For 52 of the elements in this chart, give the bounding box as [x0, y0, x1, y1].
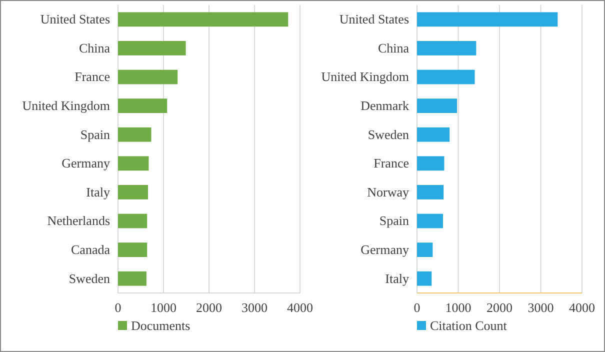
y-tick-label: China	[378, 40, 410, 56]
bar	[118, 98, 168, 113]
bar	[118, 271, 146, 286]
y-tick-label: Spain	[80, 126, 110, 142]
x-tick-label: 2000	[196, 300, 222, 316]
x-tick-label: 3000	[528, 300, 554, 316]
bar	[417, 185, 444, 200]
x-tick-label: 2000	[486, 300, 512, 316]
bar	[118, 41, 186, 56]
y-tick-label: Spain	[379, 213, 410, 228]
y-tick-label: United Kingdom	[22, 98, 110, 113]
bar	[118, 70, 178, 84]
y-tick-label: France	[374, 156, 410, 171]
x-tick-label: 0	[114, 300, 122, 316]
bar	[118, 156, 149, 171]
bar	[417, 242, 433, 257]
bar	[118, 214, 148, 228]
y-tick-label: Denmark	[360, 98, 410, 113]
x-tick-label: 4000	[569, 300, 595, 316]
y-tick-label: Sweden	[368, 126, 410, 142]
y-tick-label: United States	[40, 12, 110, 27]
bar	[118, 242, 148, 257]
bar	[417, 271, 432, 286]
bar	[118, 127, 152, 142]
y-tick-label: France	[74, 69, 110, 84]
y-tick-label: Canada	[71, 242, 110, 257]
y-tick-label: Norway	[367, 184, 410, 200]
bar	[417, 156, 444, 171]
y-tick-label: United Kingdom	[321, 69, 409, 84]
legend-label: Citation Count	[430, 318, 508, 333]
bar	[417, 41, 476, 56]
bar	[118, 185, 148, 200]
y-tick-label: United States	[339, 12, 409, 27]
y-tick-label: Italy	[86, 184, 110, 200]
y-tick-label: Sweden	[68, 270, 110, 286]
bar	[417, 12, 558, 27]
bar	[417, 127, 450, 142]
x-tick-label: 3000	[242, 300, 268, 316]
x-tick-label: 4000	[287, 300, 313, 316]
legend-label: Documents	[131, 318, 190, 333]
bar	[118, 12, 288, 27]
y-tick-label: Italy	[385, 270, 410, 286]
y-tick-label: Germany	[62, 156, 110, 171]
y-tick-label: Netherlands	[47, 213, 110, 228]
bar	[417, 214, 443, 228]
y-tick-label: China	[78, 40, 110, 56]
y-tick-label: Germany	[360, 242, 410, 257]
x-tick-label: 1000	[150, 300, 176, 316]
bar	[417, 70, 475, 84]
bar	[417, 98, 458, 113]
x-tick-label: 1000	[445, 300, 472, 316]
x-tick-label: 0	[414, 300, 420, 316]
